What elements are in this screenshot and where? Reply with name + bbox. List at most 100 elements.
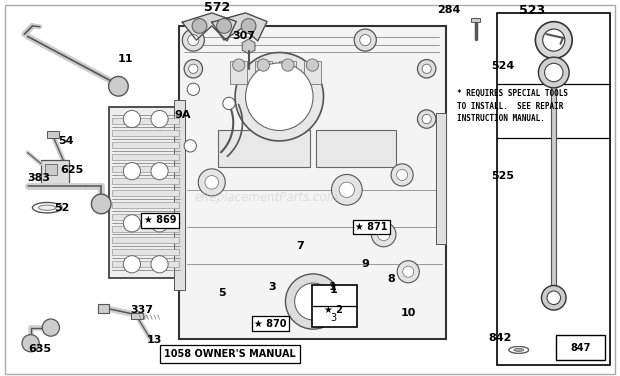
- Circle shape: [192, 18, 207, 33]
- Text: 8: 8: [387, 274, 395, 284]
- Bar: [112, 130, 179, 136]
- Bar: [312, 285, 356, 327]
- Circle shape: [257, 59, 270, 71]
- Polygon shape: [212, 13, 267, 41]
- Text: ★ 871: ★ 871: [355, 222, 388, 232]
- Circle shape: [354, 29, 376, 51]
- Text: 3: 3: [330, 313, 337, 323]
- Text: ★ 870: ★ 870: [254, 319, 287, 329]
- Circle shape: [281, 59, 294, 71]
- Bar: [230, 61, 247, 84]
- Ellipse shape: [514, 349, 524, 352]
- Bar: [436, 114, 446, 244]
- Bar: [112, 178, 179, 184]
- Circle shape: [151, 162, 168, 180]
- Text: 383: 383: [27, 173, 50, 183]
- Circle shape: [306, 59, 319, 71]
- Bar: [218, 130, 310, 167]
- Circle shape: [541, 285, 566, 310]
- Polygon shape: [182, 13, 236, 41]
- Circle shape: [332, 174, 362, 205]
- Circle shape: [544, 63, 563, 82]
- Circle shape: [235, 53, 324, 141]
- Text: 1058 OWNER'S MANUAL: 1058 OWNER'S MANUAL: [164, 349, 296, 359]
- Circle shape: [216, 18, 231, 33]
- Text: 10: 10: [401, 308, 416, 318]
- Ellipse shape: [32, 202, 62, 213]
- Text: 572: 572: [203, 1, 230, 14]
- Circle shape: [232, 59, 245, 71]
- Text: 5: 5: [218, 288, 226, 298]
- Circle shape: [22, 335, 39, 352]
- Circle shape: [294, 283, 332, 320]
- Text: 13: 13: [146, 335, 162, 344]
- Text: 1: 1: [329, 285, 337, 295]
- Text: 9A: 9A: [174, 109, 190, 120]
- Text: 11: 11: [118, 54, 133, 64]
- Circle shape: [422, 64, 432, 73]
- Text: 9: 9: [361, 259, 369, 269]
- Text: 7: 7: [296, 241, 304, 252]
- Bar: [497, 13, 610, 365]
- Bar: [131, 314, 143, 318]
- Text: * REQUIRES SPECIAL TOOLS
TO INSTALL.  SEE REPAIR
INSTRUCTION MANUAL.: * REQUIRES SPECIAL TOOLS TO INSTALL. SEE…: [458, 89, 569, 123]
- Ellipse shape: [509, 347, 529, 353]
- Bar: [304, 61, 321, 84]
- Bar: [112, 249, 179, 255]
- Bar: [112, 154, 179, 160]
- Bar: [279, 61, 296, 84]
- Text: 523: 523: [519, 4, 546, 17]
- Circle shape: [417, 110, 436, 128]
- Text: eReplacementParts.com: eReplacementParts.com: [195, 191, 339, 204]
- Circle shape: [123, 215, 141, 232]
- Circle shape: [188, 64, 198, 73]
- Text: 524: 524: [491, 61, 515, 71]
- Circle shape: [246, 63, 313, 130]
- Circle shape: [547, 291, 560, 305]
- Circle shape: [182, 29, 205, 51]
- Circle shape: [123, 162, 141, 180]
- Bar: [112, 166, 179, 172]
- Circle shape: [151, 215, 168, 232]
- Circle shape: [123, 111, 141, 127]
- Text: 842: 842: [489, 333, 512, 343]
- Bar: [316, 130, 396, 167]
- Circle shape: [397, 261, 419, 283]
- Circle shape: [187, 83, 200, 96]
- Bar: [98, 304, 109, 313]
- Bar: [471, 18, 480, 22]
- Circle shape: [241, 18, 256, 33]
- Text: 847: 847: [570, 343, 590, 353]
- Circle shape: [198, 169, 225, 196]
- Text: 1: 1: [328, 282, 336, 293]
- Circle shape: [391, 164, 413, 186]
- Circle shape: [360, 35, 371, 45]
- Text: 284: 284: [437, 5, 461, 15]
- Text: 635: 635: [29, 344, 51, 354]
- Bar: [112, 214, 179, 220]
- Bar: [112, 238, 179, 243]
- Bar: [47, 131, 60, 138]
- Bar: [41, 160, 69, 184]
- Text: ★ 869: ★ 869: [144, 215, 177, 225]
- Text: 307: 307: [232, 31, 255, 41]
- Circle shape: [397, 169, 407, 180]
- Circle shape: [371, 222, 396, 247]
- Bar: [179, 26, 446, 339]
- Circle shape: [285, 274, 341, 329]
- Bar: [112, 118, 179, 124]
- Text: 337: 337: [130, 305, 153, 315]
- Text: 625: 625: [60, 165, 83, 176]
- Circle shape: [123, 256, 141, 273]
- Bar: [112, 202, 179, 208]
- Bar: [551, 84, 556, 285]
- Text: 54: 54: [58, 136, 73, 146]
- Bar: [548, 51, 559, 72]
- Circle shape: [91, 194, 111, 214]
- Bar: [112, 226, 179, 232]
- Bar: [112, 142, 179, 148]
- Circle shape: [108, 76, 128, 96]
- Ellipse shape: [509, 347, 529, 353]
- Circle shape: [378, 228, 390, 241]
- Circle shape: [151, 256, 168, 273]
